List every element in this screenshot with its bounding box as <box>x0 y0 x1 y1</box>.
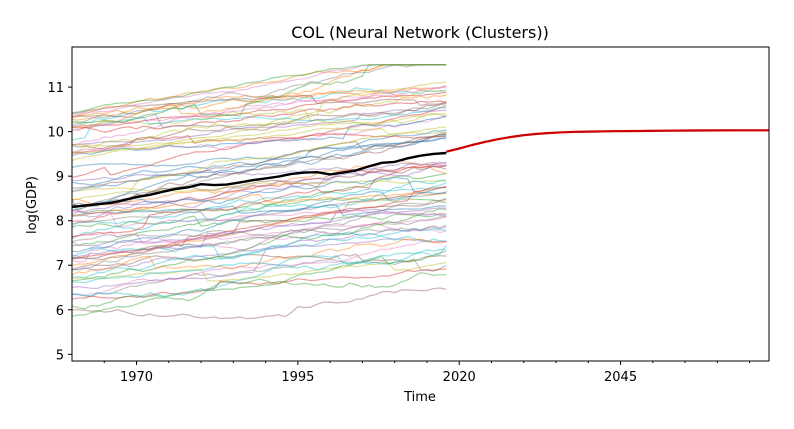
y-axis-label: log(GDP) <box>25 176 40 234</box>
background-country-line <box>72 225 447 272</box>
background-country-line <box>72 197 447 271</box>
x-axis-label: Time <box>403 390 436 405</box>
background-country-line <box>72 64 447 125</box>
background-country-line <box>72 87 447 128</box>
axes: 5 6 7 8 9 10 11 1970 1995 2020 2045 <box>47 46 770 385</box>
background-country-line <box>72 216 447 245</box>
background-country-line <box>72 185 447 260</box>
background-country-line <box>72 222 447 263</box>
background-country-line <box>72 186 447 253</box>
background-country-line <box>72 191 447 217</box>
background-country-line <box>72 137 447 168</box>
background-country-line <box>72 81 447 161</box>
background-country-line <box>72 64 447 114</box>
background-country-line <box>72 109 447 127</box>
y-tick-label: 5 <box>56 348 64 363</box>
background-country-line <box>72 114 447 152</box>
background-country-line <box>72 210 447 227</box>
background-country-line <box>72 198 447 260</box>
background-country-line <box>72 85 447 146</box>
y-tick-label: 7 <box>56 259 64 274</box>
background-country-line <box>72 64 447 124</box>
background-country-line <box>72 89 447 154</box>
background-country-line <box>72 208 447 257</box>
background-country-line <box>72 208 447 282</box>
background-country-line <box>72 161 447 182</box>
background-country-line <box>72 179 447 239</box>
background-country-line <box>72 231 447 260</box>
background-country-line <box>72 64 447 121</box>
background-country-line <box>72 91 447 129</box>
x-tick-label: 1970 <box>120 370 153 385</box>
background-country-line <box>72 244 447 298</box>
background-country-line <box>72 248 447 284</box>
background-country-line <box>72 64 447 116</box>
y-tick-label: 6 <box>56 304 64 319</box>
background-country-line <box>72 258 447 298</box>
background-country-line <box>72 136 447 192</box>
y-tick-label: 8 <box>56 215 64 230</box>
background-country-line <box>72 238 447 276</box>
x-tick-label: 2045 <box>604 370 637 385</box>
historical-series-line <box>72 151 447 209</box>
background-country-line <box>72 204 447 217</box>
background-country-line <box>72 163 447 223</box>
background-country-line <box>72 250 447 317</box>
background-country-line <box>72 192 447 225</box>
plot-area <box>72 64 769 320</box>
background-country-line <box>72 212 447 229</box>
background-country-line <box>72 64 447 119</box>
background-country-line <box>72 100 447 150</box>
background-country-line <box>72 112 447 154</box>
background-country-line <box>72 134 447 189</box>
x-tick-label: 1995 <box>281 370 314 385</box>
background-country-line <box>72 133 447 154</box>
background-country-line <box>72 197 447 214</box>
background-country-line <box>72 103 447 129</box>
background-country-line <box>72 133 447 208</box>
background-country-line <box>72 127 447 148</box>
background-country-line <box>72 161 447 218</box>
background-country-line <box>72 262 447 282</box>
background-country-line <box>72 105 447 178</box>
background-country-line <box>72 90 447 118</box>
background-country-line <box>72 131 447 207</box>
forecast-band <box>446 129 769 153</box>
background-country-line <box>72 207 447 247</box>
background-country-line <box>72 173 447 247</box>
background-country-line <box>72 224 447 243</box>
background-country-line <box>72 129 447 186</box>
forecast-series-line <box>446 129 769 153</box>
background-country-line <box>72 100 447 133</box>
y-tick-label: 10 <box>47 126 64 141</box>
background-country-line <box>72 186 447 267</box>
background-country-line <box>72 215 447 260</box>
background-country-line <box>72 115 447 157</box>
background-country-line <box>72 238 447 290</box>
background-country-line <box>72 85 447 129</box>
background-country-line <box>72 126 447 201</box>
chart-title: COL (Neural Network (Clusters)) <box>291 23 549 42</box>
background-country-line <box>72 106 447 141</box>
background-country-line <box>72 94 447 114</box>
background-country-line <box>72 240 447 296</box>
background-country-line <box>72 164 447 238</box>
background-country-line <box>72 179 447 192</box>
plot-frame <box>71 46 770 362</box>
background-country-line <box>72 228 447 279</box>
background-country-line <box>72 268 447 300</box>
background-country-line <box>72 287 447 320</box>
background-country-line <box>72 133 447 211</box>
background-country-line <box>72 85 447 127</box>
background-country-line <box>72 272 447 310</box>
y-tick-label: 9 <box>56 170 64 185</box>
background-country-line <box>72 164 447 215</box>
y-tick-label: 11 <box>47 81 64 96</box>
background-country-line <box>72 109 447 146</box>
background-country-line <box>72 182 447 227</box>
background-country-line <box>72 253 447 270</box>
x-tick-label: 2020 <box>443 370 476 385</box>
